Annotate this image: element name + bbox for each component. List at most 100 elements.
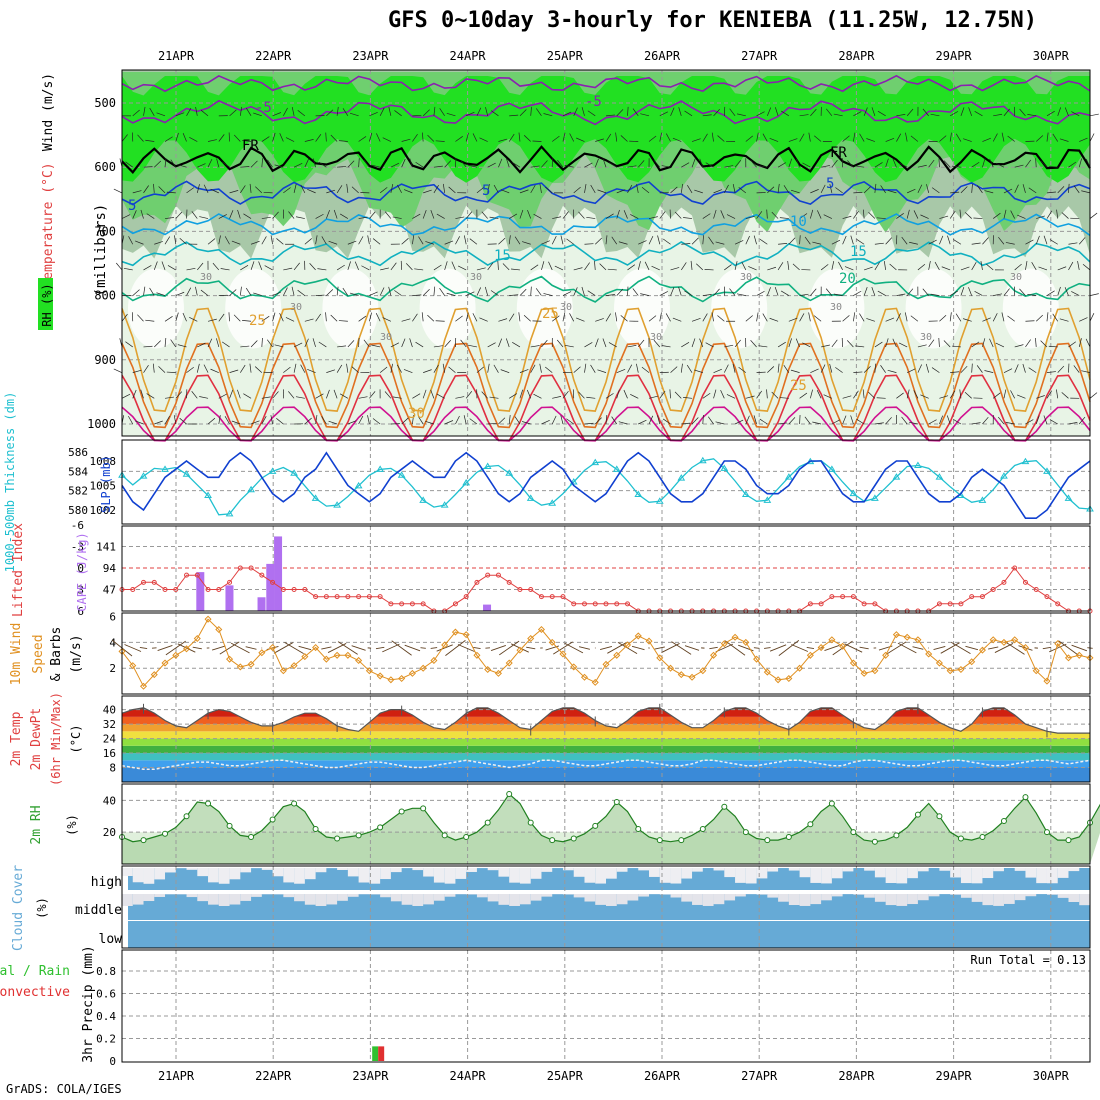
lifted-point-40	[549, 594, 555, 600]
rh-point-72	[893, 832, 900, 839]
wind-barb-88-560	[1059, 138, 1069, 142]
wind-barb-21-840	[338, 320, 348, 322]
temp-band-1	[122, 760, 1090, 768]
wind-barb-73-1000	[901, 416, 908, 425]
wind-barb-69-1000	[856, 418, 865, 425]
wind-barb-72-800	[896, 293, 906, 296]
wind10-barb-35	[490, 644, 506, 652]
wind-barb-53-960	[683, 397, 693, 399]
wind-barb-57-1000	[734, 419, 744, 425]
wind-barb-71-1000	[885, 417, 892, 425]
lifted-point-22	[356, 594, 362, 600]
wind-barb-8-1000	[207, 417, 216, 425]
wind10-point-21	[344, 651, 352, 659]
wind-barb-27-680	[412, 213, 421, 219]
wind-barb-72-600	[892, 158, 897, 168]
wind-barb-88-960	[1061, 392, 1069, 399]
upper-air-ylabel-wind: Wind (m/s)	[41, 73, 56, 151]
wind-barb-39-720	[541, 240, 550, 245]
wind-barb-23-680	[369, 211, 376, 219]
wind-barb-41-760	[554, 265, 564, 271]
wind-barb-38-960	[526, 389, 532, 399]
wind-barb-38-720	[522, 241, 531, 245]
wind-barb-6-640	[186, 187, 195, 194]
wind-barb-55-800	[713, 288, 720, 296]
wind-barb-89-840	[1079, 317, 1088, 322]
wind-barb-80-840	[982, 317, 991, 322]
wind-barb-43-840	[576, 317, 585, 322]
wind-barb-67-840	[842, 315, 850, 322]
wind-barb-60-760	[767, 266, 777, 271]
wind-barb-46-840	[615, 312, 618, 322]
wind-barb-55-880	[705, 342, 714, 348]
cloud-mid-gap-56	[724, 894, 736, 901]
wind-barb-4-840	[164, 316, 173, 322]
rh-point-86	[1043, 829, 1050, 836]
wind-barb-14-560	[272, 132, 276, 142]
wind-barb-10-800	[229, 289, 237, 296]
wind-barb-12-520	[246, 107, 252, 117]
wind-barb-43-680	[578, 211, 585, 219]
wind-barb-71-800	[877, 290, 886, 296]
wind-barb-52-840	[672, 317, 682, 322]
wind-barb-40-800	[543, 293, 553, 296]
wind-barb-20-760	[336, 264, 345, 271]
wind10-barb-64	[806, 647, 815, 649]
wind10-point-4	[161, 659, 169, 667]
wind-barb-25-800	[388, 286, 392, 296]
wind-barb-80-880	[982, 338, 986, 348]
wind-barb-77-640	[950, 191, 960, 194]
wind10-barb-45	[600, 646, 612, 650]
wind-barb-72-840	[896, 313, 901, 322]
wind10-point-73	[903, 633, 911, 641]
temp-ylabel-d: (°C)	[69, 725, 83, 754]
wind-barb-17-720	[304, 238, 312, 245]
wind-barb-83-920	[1014, 364, 1019, 373]
wind10-point-79	[968, 658, 976, 666]
wind-barb-57-960	[726, 394, 736, 399]
wind-barb-48-520	[632, 108, 639, 117]
wind-barb-56-960	[720, 389, 725, 399]
wind-barb-36-680	[509, 213, 518, 219]
wind-barb-1-880	[125, 341, 133, 348]
wind-barb-27-720	[412, 235, 415, 245]
wind-barb-57-720	[734, 240, 744, 245]
wind-barb-30-560	[435, 140, 445, 142]
wind-barb-5-760	[167, 265, 176, 271]
wind10-point-86	[1043, 677, 1051, 685]
rh-point-84	[1022, 794, 1029, 801]
wind-barb-28-840	[421, 312, 424, 322]
precip-legend-conv: Convective	[0, 985, 70, 1000]
wind-barb-11-680	[237, 209, 241, 219]
rh-pocket-6	[711, 268, 768, 349]
wind-barb-88-1000	[1068, 422, 1078, 425]
lifted-point-8	[205, 587, 211, 592]
cloud-high-gap-73	[907, 868, 918, 879]
temp-band-7	[122, 716, 1090, 725]
cloud-high-gap-70	[874, 868, 886, 878]
wind-barb-59-840	[756, 312, 759, 322]
wind-barb-30-520	[439, 108, 445, 117]
wind-barb-47-840	[620, 315, 628, 322]
wind-barb-9-1000	[218, 415, 221, 425]
lifted-point-17	[302, 587, 308, 592]
temp-contour-5	[121, 180, 1091, 206]
thickness-point-72	[892, 473, 901, 480]
wind-barb-71-960	[876, 397, 886, 399]
wind-barb-44-520	[587, 110, 596, 117]
wind-barb-68-920	[853, 371, 863, 373]
wind10-point-63	[796, 664, 804, 672]
wind-barb-13-880	[261, 337, 263, 347]
wind-barb-75-1000	[928, 419, 937, 425]
wind-barb-13-680	[261, 216, 271, 219]
wind-barb-72-960	[896, 392, 904, 399]
wind-barb-6-840	[182, 312, 187, 322]
temp-bands	[122, 707, 1090, 782]
cloud-mid-gap-2	[143, 894, 155, 902]
wind10-point-2	[139, 682, 148, 690]
top-date-label-7: 28APR	[838, 49, 875, 63]
wind-barb-78-640	[960, 186, 968, 194]
lifted-point-69	[861, 601, 867, 607]
temp-line	[121, 707, 1090, 734]
cloud-mid-gap-36	[509, 894, 520, 906]
